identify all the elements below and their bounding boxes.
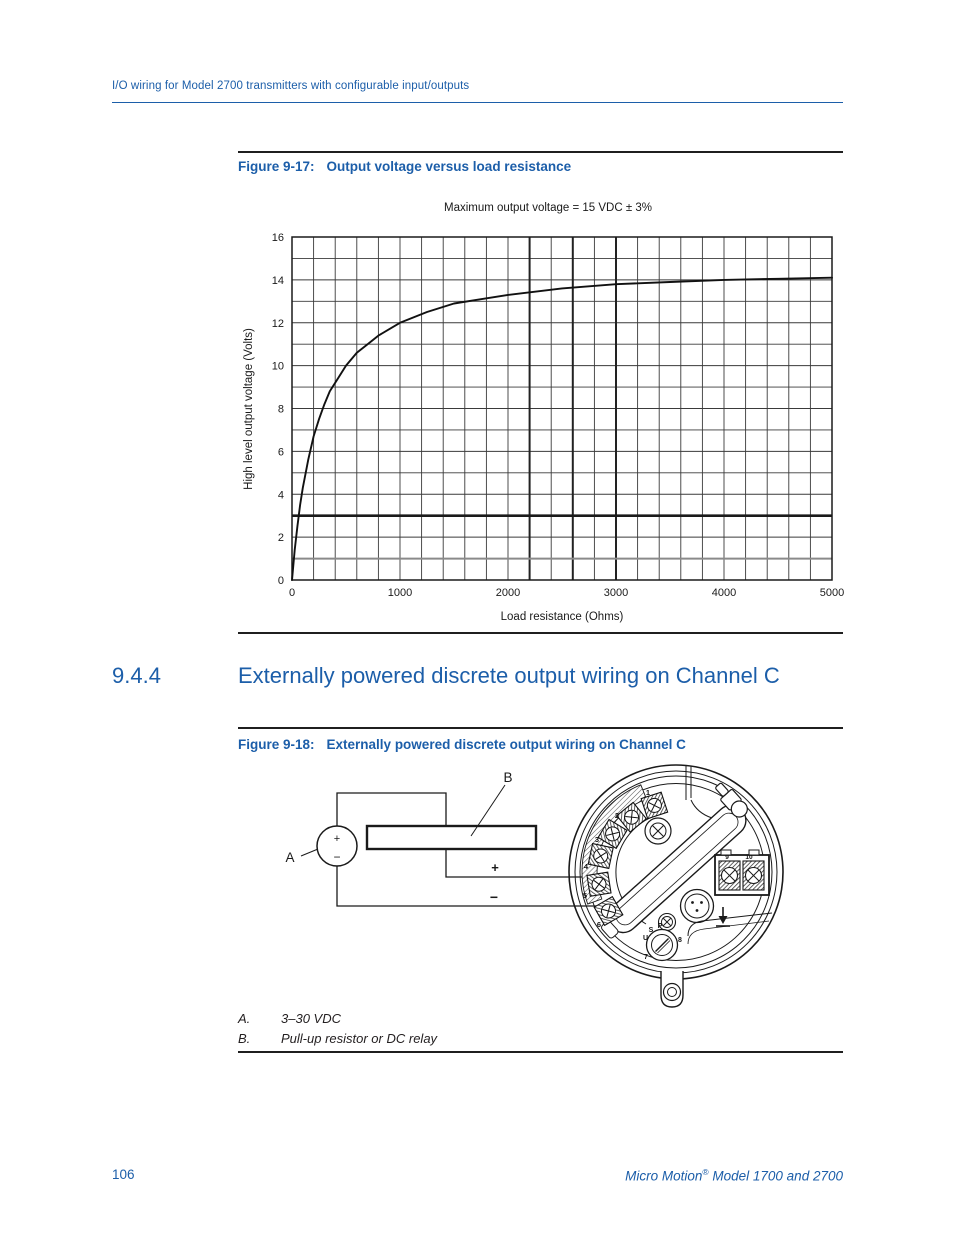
external-power-circuit — [300, 784, 598, 907]
terminal-number: 4 — [584, 862, 589, 871]
footer-doc-title: Micro Motion® Model 1700 and 2700 — [625, 1167, 843, 1184]
housing-interior-seams — [685, 766, 773, 945]
x-tick-label: 4000 — [712, 587, 736, 599]
y-tick-label: 2 — [278, 532, 284, 544]
terminal-number: 2 — [615, 811, 619, 820]
pullup-resistor-box — [365, 824, 538, 851]
callout-a-leader — [300, 848, 319, 857]
section-title: Externally powered discrete output wirin… — [238, 663, 780, 688]
terminal-screw-5 — [586, 871, 612, 897]
output-voltage-vs-load-resistance-chart: 0 2 4 6 8 10 12 14 16 0 1000 2000 3000 4000 5000 Maximu… — [243, 202, 844, 623]
note-b-key: B. — [238, 1031, 251, 1046]
y-tick-label: 12 — [272, 318, 284, 330]
footer-doc-name: Micro Motion — [625, 1168, 703, 1184]
ground-arrow-icon — [716, 907, 730, 927]
callout-a: A — [285, 850, 294, 865]
y-tick-label: 0 — [278, 575, 284, 587]
terminal-number: 1 — [646, 788, 650, 797]
power-terminal-number: 10 — [745, 854, 753, 861]
figure-9-17-title: Output voltage versus load resistance — [326, 159, 572, 174]
terminal-screw-4 — [587, 842, 614, 870]
terminal-number: 5 — [583, 891, 587, 900]
wiring-diagram: 1 2 3 4 5 6 9 10 USP 8 7 A B + − + − — [285, 764, 784, 1008]
figure-9-18-caption: Figure 9-18: Externally powered discrete … — [238, 737, 686, 752]
y-tick-label: 16 — [272, 232, 284, 244]
figure-9-18-title: Externally powered discrete output wirin… — [326, 737, 686, 752]
power-terminal-number: 9 — [725, 854, 729, 861]
terminal-screw-1 — [640, 791, 669, 820]
source-plus-label: + — [334, 833, 340, 845]
note-a-text: 3–30 VDC — [281, 1011, 341, 1026]
terminal-number: 6 — [597, 920, 601, 929]
figure-9-17-label: Figure 9-17: — [238, 159, 315, 174]
center-screw — [644, 817, 672, 845]
y-tick-label: 14 — [272, 275, 284, 287]
wire-plus — [445, 848, 589, 878]
section-number: 9.4.4 — [112, 663, 161, 688]
power-terminal-block — [714, 849, 770, 896]
footer-doc-model: Model 1700 and 2700 — [708, 1168, 843, 1184]
y-tick-label: 8 — [278, 404, 284, 416]
transmitter-drawing — [568, 764, 784, 1008]
callout-b-leader — [470, 784, 506, 837]
terminal-number: 3 — [595, 835, 599, 844]
wire-minus — [336, 866, 598, 907]
wire-top — [336, 792, 447, 828]
selector-letter: P — [658, 923, 663, 930]
note-b: B. Pull-up resistor or DC relay — [238, 1031, 437, 1046]
x-tick-label: 1000 — [388, 587, 412, 599]
registered-trademark: ® — [702, 1167, 709, 1177]
housing-ring-3 — [579, 775, 773, 969]
figure-9-18-label: Figure 9-18: — [238, 737, 315, 752]
x-tick-label: 3000 — [604, 587, 628, 599]
y-axis-label: High level output voltage (Volts) — [243, 328, 255, 490]
selector-letter: U — [643, 935, 648, 942]
header-divider — [112, 102, 843, 103]
selector-letter: S — [649, 927, 654, 934]
wire-plus-label: + — [491, 860, 499, 875]
selector-letter: 7 — [644, 954, 648, 961]
x-tick-label: 0 — [289, 587, 295, 599]
figure-9-18-bottom-divider — [238, 1051, 843, 1053]
x-axis-label: Load resistance (Ohms) — [501, 611, 624, 623]
plug-bolt — [715, 782, 748, 818]
y-tick-label: 4 — [278, 489, 284, 501]
note-a-key: A. — [238, 1011, 251, 1026]
x-tick-label: 2000 — [496, 587, 520, 599]
terminal-screw-6 — [593, 895, 624, 927]
selector-letter: 8 — [678, 937, 682, 944]
callout-b: B — [503, 770, 512, 785]
figure-9-17-top-divider — [238, 151, 843, 153]
chart-title: Maximum output voltage = 15 VDC ± 3% — [444, 202, 652, 214]
y-tick-label: 6 — [278, 446, 284, 458]
note-a: A. 3–30 VDC — [238, 1011, 341, 1026]
plot-border — [291, 236, 833, 581]
rotary-selector — [645, 928, 679, 962]
mounting-tab — [660, 971, 684, 1008]
figure-9-17-bottom-divider — [238, 632, 843, 634]
terminal-screw-3 — [597, 818, 628, 850]
page-header: I/O wiring for Model 2700 transmitters w… — [112, 80, 470, 92]
wire-minus-label: − — [490, 889, 498, 905]
terminal-screw-2 — [616, 801, 648, 833]
note-b-text: Pull-up resistor or DC relay — [281, 1031, 438, 1046]
service-port-connector — [679, 888, 715, 924]
output-voltage-curve — [291, 276, 833, 581]
figure-9-17-caption: Figure 9-17: Output voltage versus load r… — [238, 159, 571, 174]
figure-9-18-top-divider — [238, 727, 843, 729]
x-tick-label: 5000 — [820, 587, 844, 599]
footer-page-number: 106 — [112, 1167, 135, 1182]
y-tick-label: 10 — [272, 361, 284, 373]
source-minus-label: − — [333, 850, 340, 864]
dc-source-symbol — [316, 825, 358, 867]
